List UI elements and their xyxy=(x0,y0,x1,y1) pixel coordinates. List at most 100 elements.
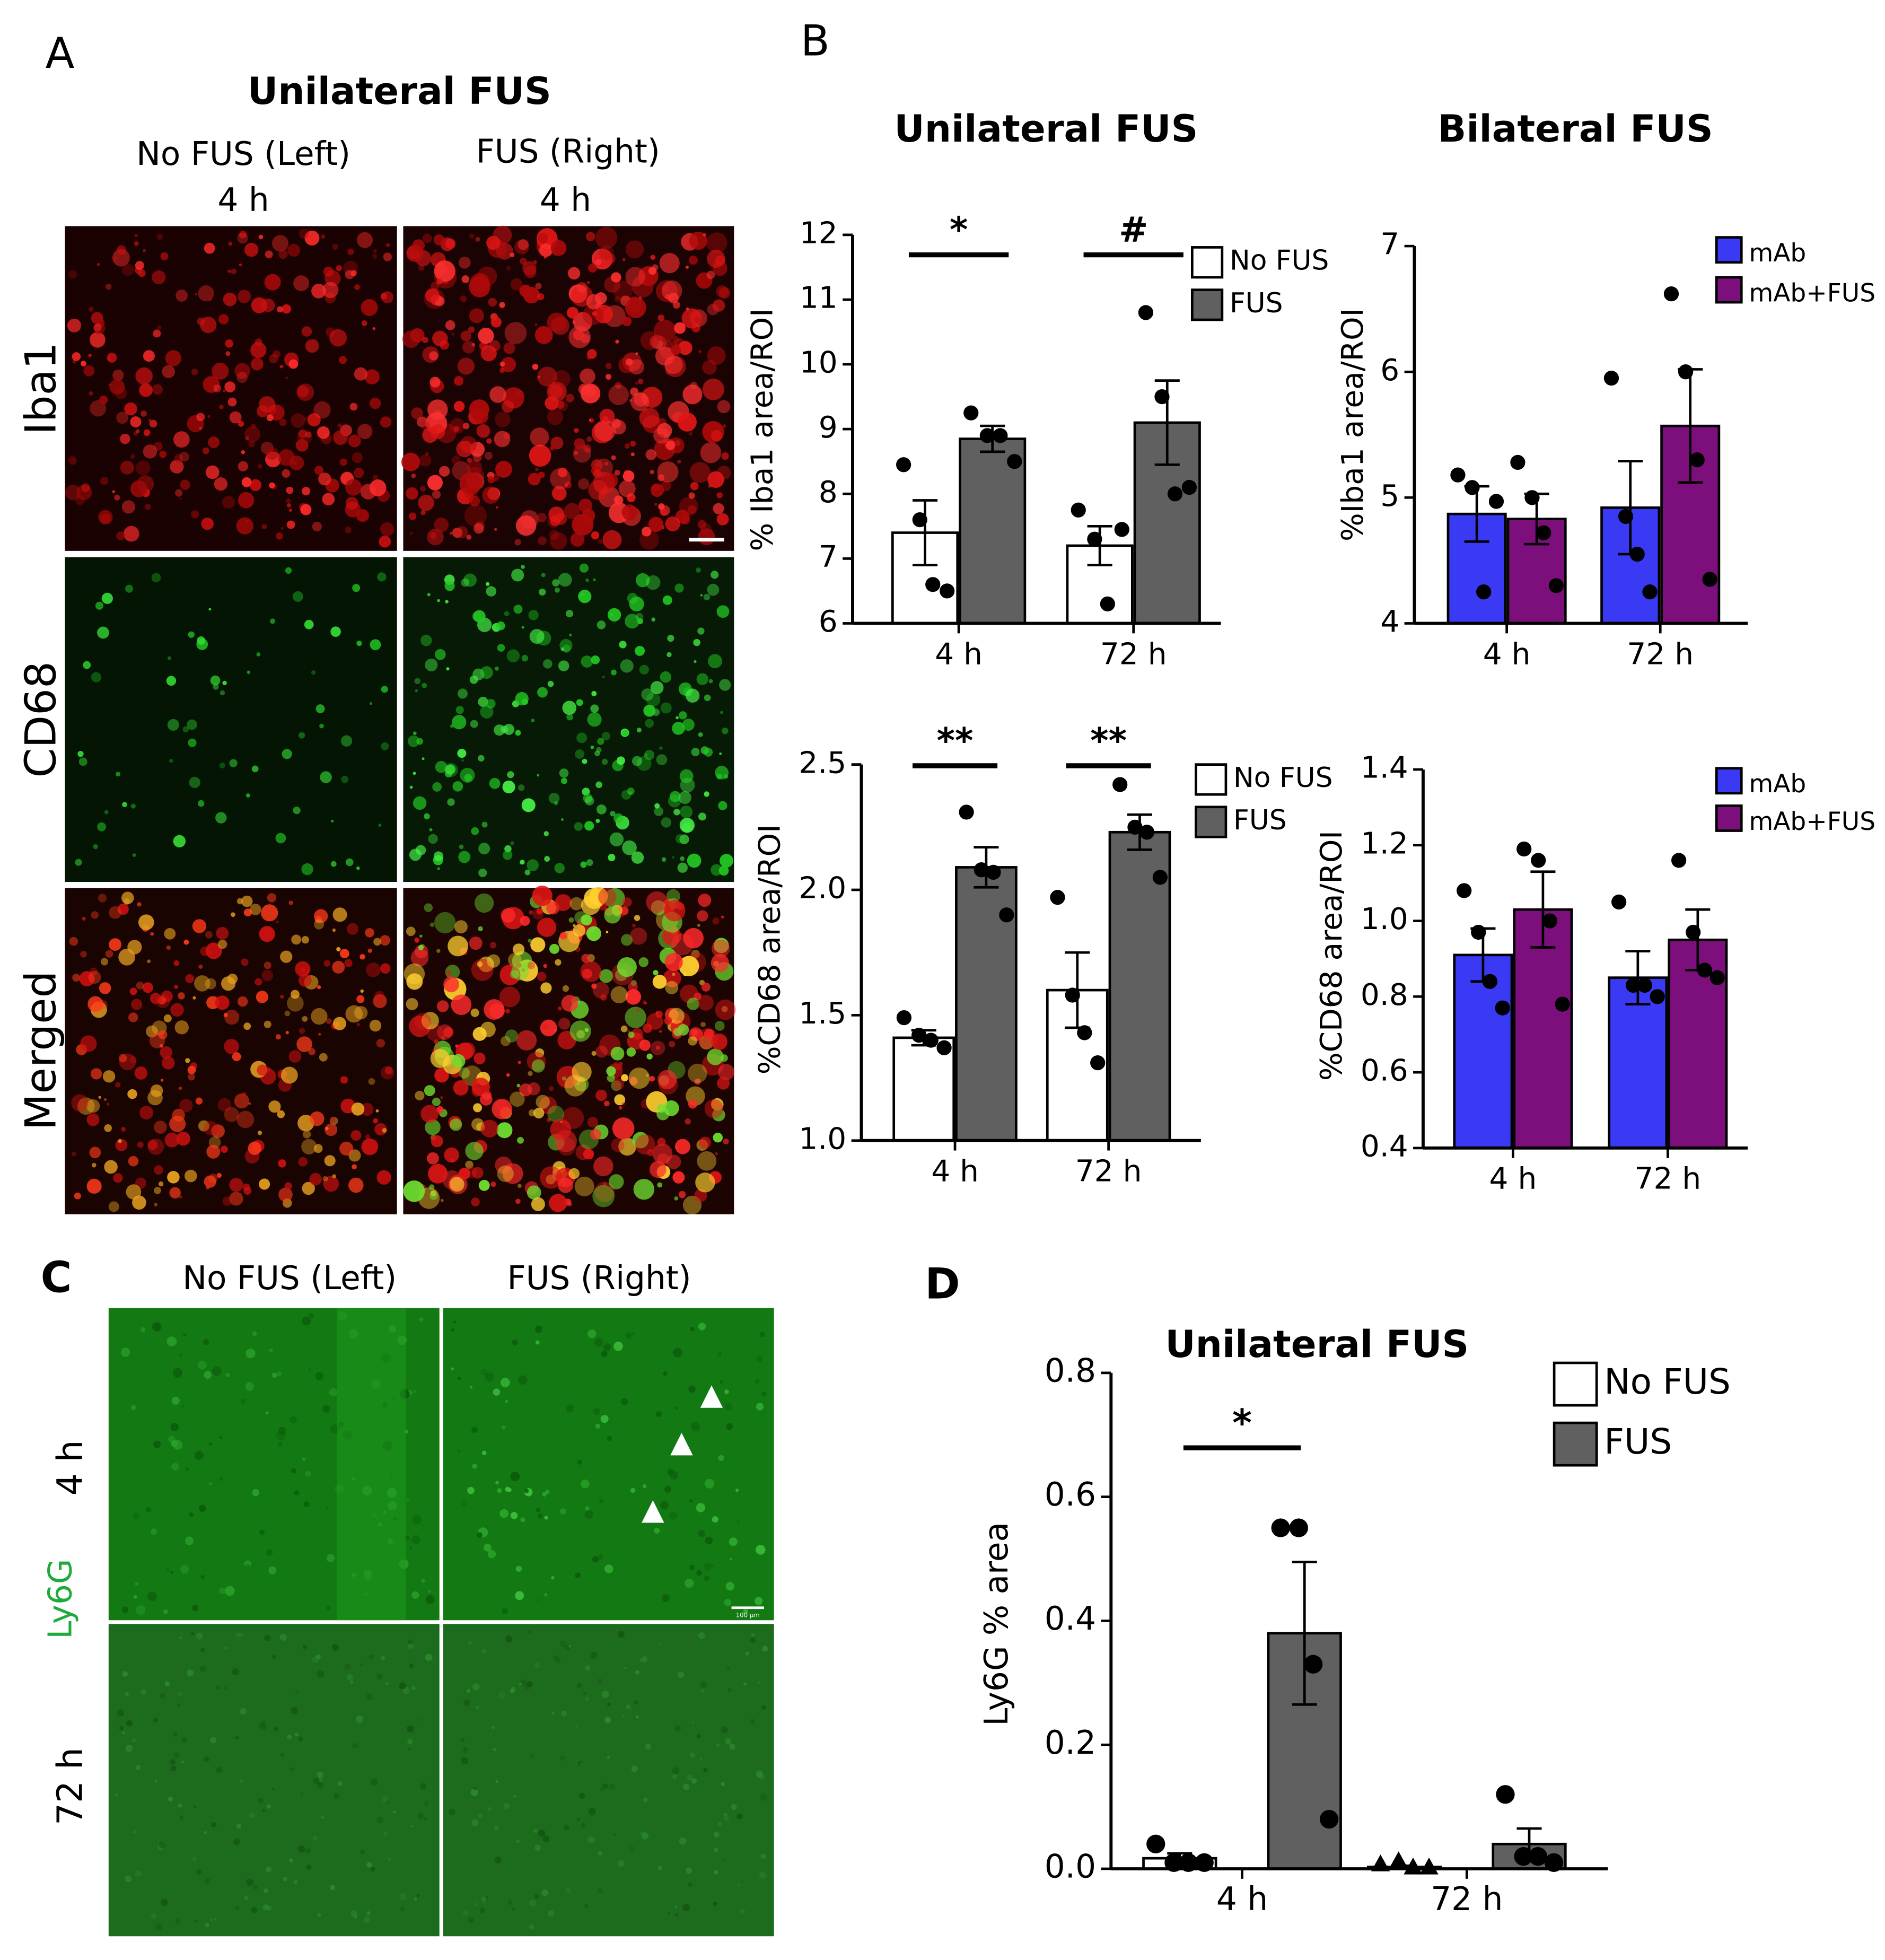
cell-signal xyxy=(718,801,727,810)
cell-signal xyxy=(125,1692,129,1696)
cell-signal xyxy=(722,424,726,428)
cell-signal xyxy=(257,1798,264,1804)
cell-signal xyxy=(248,441,255,448)
bar xyxy=(959,438,1027,625)
cell-signal xyxy=(469,308,484,323)
cell-signal xyxy=(120,433,130,444)
cell-signal xyxy=(113,256,118,261)
cell-signal xyxy=(182,726,189,733)
cell-signal xyxy=(311,284,326,299)
cell-signal xyxy=(618,1106,623,1110)
cell-signal xyxy=(197,636,206,645)
cell-signal xyxy=(517,1136,524,1144)
legend-label: mAb+FUS xyxy=(1749,807,1875,836)
cell-signal xyxy=(560,1641,566,1647)
cell-signal xyxy=(239,1779,244,1784)
cell-signal xyxy=(471,1167,484,1179)
cell-signal xyxy=(516,1840,520,1843)
cell-signal xyxy=(457,1376,461,1380)
data-point xyxy=(1138,305,1154,320)
cell-signal xyxy=(579,1792,585,1799)
cell-signal xyxy=(378,824,382,827)
cell-signal xyxy=(480,1119,498,1138)
cell-signal xyxy=(591,690,597,696)
cell-signal xyxy=(291,1707,298,1714)
cell-signal xyxy=(280,950,293,963)
cell-signal xyxy=(485,1895,489,1899)
cell-signal xyxy=(420,1105,439,1123)
cell-signal xyxy=(505,1399,508,1403)
cell-signal xyxy=(298,1737,303,1742)
cell-signal xyxy=(468,1640,473,1646)
cell-signal xyxy=(750,1632,756,1638)
cell-signal xyxy=(429,1184,435,1190)
cell-signal xyxy=(195,1919,198,1923)
cell-signal xyxy=(708,484,712,488)
cell-signal xyxy=(518,1061,521,1064)
cell-signal xyxy=(576,699,583,706)
cell-signal xyxy=(657,1642,661,1646)
cell-signal xyxy=(701,982,711,992)
cell-signal xyxy=(93,323,102,332)
cell-signal xyxy=(337,439,340,442)
data-point xyxy=(1077,1025,1092,1040)
cell-signal xyxy=(520,1517,525,1522)
data-point xyxy=(1289,1518,1308,1537)
cell-signal xyxy=(87,996,103,1012)
cell-signal xyxy=(690,1327,695,1332)
cell-signal xyxy=(469,937,483,950)
cell-signal xyxy=(350,270,357,276)
data-point xyxy=(1663,286,1679,302)
data-point xyxy=(1112,777,1128,792)
cell-signal xyxy=(357,424,373,439)
cell-signal xyxy=(100,513,111,524)
cell-signal xyxy=(134,1066,148,1080)
cell-signal xyxy=(299,732,305,739)
cell-signal xyxy=(405,1536,410,1541)
cell-signal xyxy=(252,1331,257,1336)
cell-signal xyxy=(163,1609,168,1614)
cell-signal xyxy=(345,496,358,510)
cell-signal xyxy=(155,1923,163,1931)
cell-signal xyxy=(330,626,341,637)
cell-signal xyxy=(501,357,516,372)
cell-signal xyxy=(581,1823,586,1828)
cell-signal xyxy=(113,1173,123,1183)
cell-signal xyxy=(285,1030,289,1035)
cell-signal xyxy=(354,468,364,478)
cell-signal xyxy=(150,1528,157,1535)
cell-signal xyxy=(499,1509,508,1518)
cell-signal xyxy=(276,921,279,924)
cell-signal xyxy=(540,982,552,994)
cell-signal xyxy=(667,1912,670,1915)
cell-signal xyxy=(672,973,676,976)
cell-signal xyxy=(677,459,681,464)
cell-signal xyxy=(588,1836,595,1843)
data-point xyxy=(1642,584,1658,600)
cell-signal xyxy=(339,356,347,364)
cell-signal xyxy=(704,748,713,757)
cell-signal xyxy=(415,689,418,693)
cell-signal xyxy=(222,680,227,686)
cell-signal xyxy=(475,237,480,242)
cell-signal xyxy=(313,1777,320,1784)
cell-signal xyxy=(468,326,475,333)
cell-signal xyxy=(698,1529,706,1537)
cell-signal xyxy=(104,1098,107,1101)
cell-signal xyxy=(109,906,122,919)
cell-signal xyxy=(707,583,720,596)
cell-signal xyxy=(409,785,413,789)
cell-signal xyxy=(698,894,712,907)
cell-signal xyxy=(578,498,593,513)
cell-signal xyxy=(650,469,654,475)
cell-signal xyxy=(132,1738,136,1743)
cell-signal xyxy=(275,833,286,844)
cell-signal xyxy=(384,1832,388,1836)
cell-signal xyxy=(613,281,633,301)
cell-signal xyxy=(698,812,706,821)
cell-signal xyxy=(585,448,591,453)
legend-label: No FUS xyxy=(1230,245,1329,277)
cell-signal xyxy=(613,813,624,824)
cell-signal xyxy=(550,436,564,450)
cell-signal xyxy=(322,493,335,506)
